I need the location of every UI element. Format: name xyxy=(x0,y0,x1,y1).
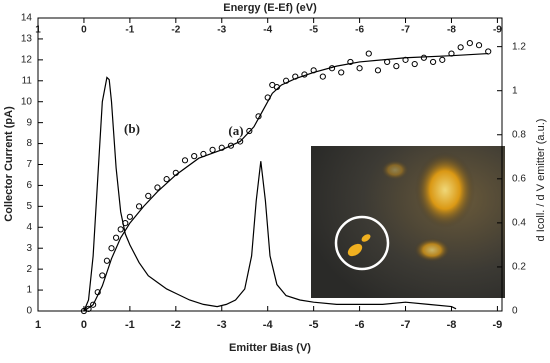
bright-region xyxy=(381,160,409,180)
y-tick-label: 3 xyxy=(26,243,32,254)
y2-tick-label: 1 xyxy=(512,85,518,96)
y2-tick-label: 1.2 xyxy=(512,41,526,52)
bright-region xyxy=(415,152,475,228)
data-point xyxy=(457,44,464,51)
y-tick-label: 6 xyxy=(26,180,32,191)
y-tick-label: 1 xyxy=(26,285,32,296)
top-tick-label: 0 xyxy=(81,25,87,36)
x-tick-label: -6 xyxy=(355,319,365,331)
data-point xyxy=(429,58,437,66)
data-point xyxy=(374,67,382,74)
data-point xyxy=(393,63,400,70)
top-tick-label: -1 xyxy=(125,25,134,36)
data-point xyxy=(85,305,92,313)
y2-axis-title: d Icoll. / d V emitter (a.u.) xyxy=(535,119,547,242)
y2-tick-label: 0.2 xyxy=(512,262,526,273)
x-tick-label: -7 xyxy=(401,319,411,331)
data-point xyxy=(191,153,198,160)
y2-tick-label: 0.6 xyxy=(512,173,526,184)
data-point xyxy=(227,142,235,149)
y-tick-label: 11 xyxy=(22,75,33,86)
x-tick-label: -2 xyxy=(171,319,181,331)
data-point xyxy=(99,272,106,279)
x-tick-label: -4 xyxy=(263,319,274,331)
bright-region xyxy=(414,238,450,262)
x-tick-label: 0 xyxy=(81,319,87,331)
data-point xyxy=(108,245,115,252)
data-point xyxy=(117,226,124,233)
y2-tick-label: 0 xyxy=(512,306,518,317)
top-tick-label: -8 xyxy=(447,25,456,36)
y-tick-label: 9 xyxy=(26,117,32,128)
data-point xyxy=(237,138,244,145)
annotation: (a) xyxy=(228,123,243,138)
data-point xyxy=(338,69,345,76)
plot-frame xyxy=(37,17,503,312)
top-tick-label: -7 xyxy=(401,25,410,36)
x-tick-label: -3 xyxy=(217,319,227,331)
data-point xyxy=(145,192,152,199)
data-point xyxy=(90,301,97,308)
x-tick-label: -8 xyxy=(447,319,457,331)
x-axis-title: Emitter Bias (V) xyxy=(229,342,311,354)
data-point xyxy=(135,203,143,210)
data-point xyxy=(246,127,253,135)
data-point xyxy=(154,184,161,191)
top-tick-label: -4 xyxy=(263,25,272,36)
top-tick-label: -2 xyxy=(171,25,180,36)
data-point xyxy=(475,42,483,49)
y-tick-label: 14 xyxy=(21,13,33,24)
data-point xyxy=(439,56,446,63)
data-point xyxy=(466,40,473,47)
highlight-circle xyxy=(334,215,390,271)
data-point xyxy=(126,213,133,220)
data-line xyxy=(83,76,457,312)
data-point xyxy=(103,257,111,264)
data-point xyxy=(365,50,372,57)
y2-tick-label: 0.4 xyxy=(512,218,526,229)
x-tick-label: -1 xyxy=(125,319,135,331)
inset-image xyxy=(311,146,505,298)
y-tick-label: 10 xyxy=(21,96,33,107)
y-axis-title: Collector Current (pA) xyxy=(3,106,15,222)
x-tick-label: -5 xyxy=(309,319,319,331)
spot xyxy=(347,243,363,257)
top-tick-label: -3 xyxy=(217,25,226,36)
y-tick-label: 8 xyxy=(26,138,32,149)
data-point xyxy=(112,234,120,241)
y-tick-label: 7 xyxy=(26,159,32,170)
data-point xyxy=(356,65,363,72)
top-tick-label: -5 xyxy=(309,25,318,36)
data-point xyxy=(420,54,428,61)
y-tick-label: 2 xyxy=(26,264,32,275)
y-tick-label: 4 xyxy=(26,222,32,233)
spot xyxy=(361,234,371,242)
data-point xyxy=(181,157,189,164)
x-tick-label: -9 xyxy=(493,319,503,331)
y-tick-label: 12 xyxy=(21,54,33,65)
annotation: (b) xyxy=(124,121,140,136)
top-tick-label: -6 xyxy=(355,25,364,36)
y-tick-label: 5 xyxy=(26,201,32,212)
data-point xyxy=(347,58,354,66)
data-point xyxy=(209,146,216,153)
top-tick-label: -9 xyxy=(493,25,502,36)
data-point xyxy=(163,176,170,183)
top-axis-title: Energy (E-Ef) (eV) xyxy=(223,2,317,14)
y2-tick-label: 0.8 xyxy=(512,129,526,140)
y-tick-label: 13 xyxy=(21,34,33,45)
x-tick-label: 1 xyxy=(35,319,41,331)
data-point xyxy=(319,73,326,80)
y-tick-label: 0 xyxy=(26,306,32,317)
data-line xyxy=(83,52,489,312)
data-point xyxy=(411,60,418,68)
